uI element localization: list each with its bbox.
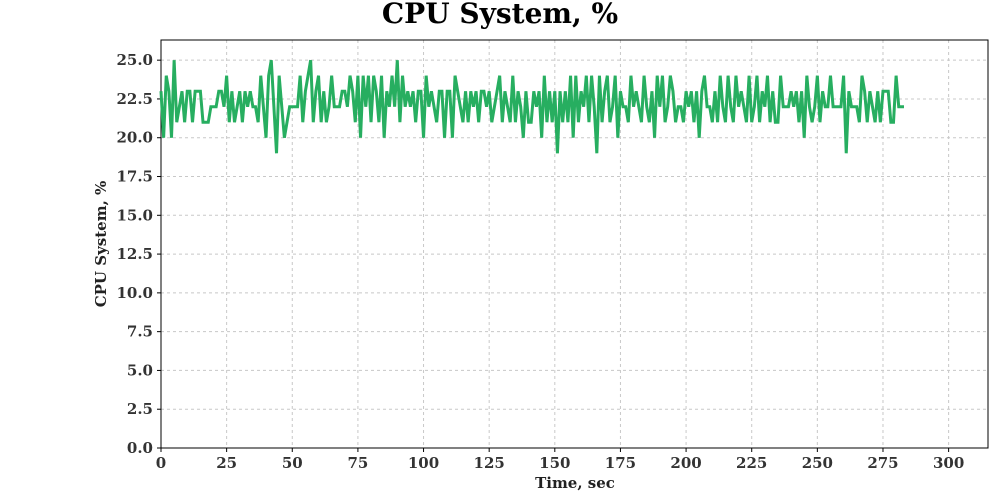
x-tick-label: 250 <box>802 454 833 472</box>
y-tick-label: 15.0 <box>116 206 153 224</box>
y-tick-label: 17.5 <box>116 168 153 186</box>
y-tick-label: 20.0 <box>116 129 153 147</box>
x-tick-label: 300 <box>933 454 964 472</box>
x-tick-label: 25 <box>216 454 237 472</box>
x-tick-label: 175 <box>605 454 636 472</box>
chart-title: CPU System, % <box>382 0 618 30</box>
y-tick-label: 25.0 <box>116 51 153 69</box>
plot-frame <box>160 39 989 449</box>
cpu-system-series-line <box>159 59 904 154</box>
x-tick-label: 125 <box>474 454 505 472</box>
x-tick-label: 0 <box>156 454 166 472</box>
y-tick-label: 7.5 <box>127 323 153 341</box>
x-tick-label: 275 <box>867 454 898 472</box>
y-axis-label: CPU System, % <box>92 181 110 308</box>
y-tick-label: 2.5 <box>127 400 153 418</box>
x-tick-label: 100 <box>408 454 439 472</box>
x-tick-label: 75 <box>347 454 368 472</box>
y-tick-label: 0.0 <box>127 439 153 457</box>
x-tick-label: 150 <box>539 454 570 472</box>
x-tick-label: 225 <box>736 454 767 472</box>
y-tick-label: 22.5 <box>116 90 153 108</box>
y-tick-label: 12.5 <box>116 245 153 263</box>
series-layer <box>159 59 904 154</box>
ticks-layer: 0 25 50 75 100 125 150 175 200 225 250 275 300 0.0 2.5… <box>116 51 964 472</box>
y-tick-label: 5.0 <box>127 361 153 379</box>
x-tick-label: 200 <box>670 454 701 472</box>
y-tick-label: 10.0 <box>116 284 153 302</box>
x-tick-label: 50 <box>282 454 303 472</box>
x-axis-label: Time, sec <box>535 474 615 492</box>
